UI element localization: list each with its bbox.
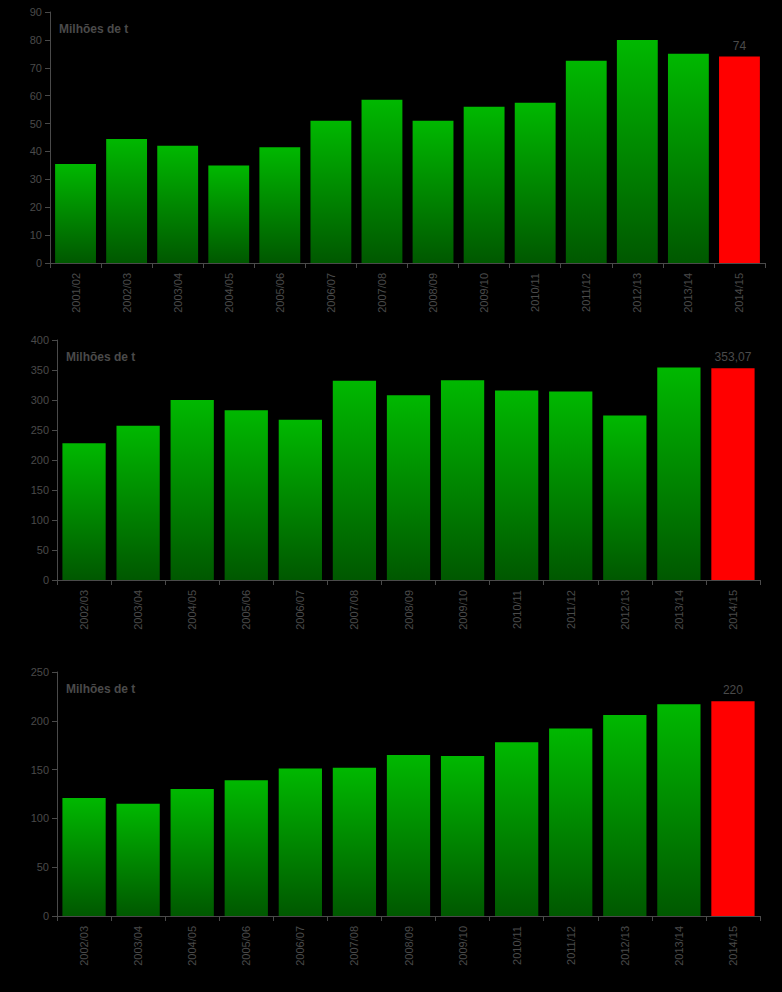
svg-text:2009/10: 2009/10 xyxy=(457,590,469,630)
svg-text:74: 74 xyxy=(733,39,747,53)
svg-text:20: 20 xyxy=(30,201,42,213)
svg-text:2011/12: 2011/12 xyxy=(565,590,577,629)
svg-text:300: 300 xyxy=(31,394,49,406)
svg-text:100: 100 xyxy=(31,514,49,526)
svg-text:50: 50 xyxy=(37,544,49,556)
svg-text:80: 80 xyxy=(30,34,42,46)
svg-text:2002/03: 2002/03 xyxy=(121,273,133,313)
svg-text:2007/08: 2007/08 xyxy=(376,273,388,313)
svg-text:2002/03: 2002/03 xyxy=(78,926,90,966)
svg-text:40: 40 xyxy=(30,145,42,157)
svg-text:2002/03: 2002/03 xyxy=(78,590,90,630)
svg-text:220: 220 xyxy=(723,683,743,697)
svg-text:2014/15: 2014/15 xyxy=(733,273,745,313)
svg-text:250: 250 xyxy=(31,666,49,678)
svg-text:2014/15: 2014/15 xyxy=(727,590,739,630)
svg-text:10: 10 xyxy=(30,229,42,241)
svg-text:350: 350 xyxy=(31,364,49,376)
svg-text:150: 150 xyxy=(31,764,49,776)
svg-text:2011/12: 2011/12 xyxy=(565,926,577,965)
svg-text:2012/13: 2012/13 xyxy=(619,590,631,630)
svg-text:2012/13: 2012/13 xyxy=(631,273,643,313)
svg-text:2005/06: 2005/06 xyxy=(274,273,286,313)
svg-text:2004/05: 2004/05 xyxy=(186,926,198,966)
svg-text:2007/08: 2007/08 xyxy=(348,926,360,966)
svg-text:2003/04: 2003/04 xyxy=(172,273,184,313)
svg-text:150: 150 xyxy=(31,484,49,496)
svg-text:2003/04: 2003/04 xyxy=(132,590,144,630)
svg-text:Milhões de t: Milhões de t xyxy=(59,22,128,36)
svg-text:60: 60 xyxy=(30,90,42,102)
svg-text:50: 50 xyxy=(37,861,49,873)
svg-text:400: 400 xyxy=(31,334,49,346)
svg-text:2009/10: 2009/10 xyxy=(457,926,469,966)
svg-text:70: 70 xyxy=(30,62,42,74)
svg-text:2013/14: 2013/14 xyxy=(673,590,685,630)
svg-text:2003/04: 2003/04 xyxy=(132,926,144,966)
svg-text:2010/11: 2010/11 xyxy=(511,590,523,629)
svg-text:30: 30 xyxy=(30,173,42,185)
svg-text:90: 90 xyxy=(30,6,42,18)
svg-text:250: 250 xyxy=(31,424,49,436)
svg-text:2004/05: 2004/05 xyxy=(223,273,235,313)
svg-text:2008/09: 2008/09 xyxy=(403,590,415,630)
svg-text:Milhões de t: Milhões de t xyxy=(66,350,135,364)
svg-text:2010/11: 2010/11 xyxy=(529,273,541,312)
svg-text:0: 0 xyxy=(43,574,49,586)
svg-text:2012/13: 2012/13 xyxy=(619,926,631,966)
svg-text:0: 0 xyxy=(43,910,49,922)
svg-text:2008/09: 2008/09 xyxy=(403,926,415,966)
svg-text:2006/07: 2006/07 xyxy=(294,590,306,630)
svg-text:353,07: 353,07 xyxy=(715,350,752,364)
svg-text:2004/05: 2004/05 xyxy=(186,590,198,630)
svg-text:0: 0 xyxy=(36,257,42,269)
svg-text:2014/15: 2014/15 xyxy=(727,926,739,966)
svg-text:2001/02: 2001/02 xyxy=(70,273,82,313)
svg-text:2007/08: 2007/08 xyxy=(348,590,360,630)
svg-text:2005/06: 2005/06 xyxy=(240,926,252,966)
svg-text:2009/10: 2009/10 xyxy=(478,273,490,313)
svg-text:200: 200 xyxy=(31,715,49,727)
svg-text:2006/07: 2006/07 xyxy=(325,273,337,313)
svg-text:2006/07: 2006/07 xyxy=(294,926,306,966)
svg-text:200: 200 xyxy=(31,454,49,466)
svg-text:Milhões de t: Milhões de t xyxy=(66,682,135,696)
svg-text:2008/09: 2008/09 xyxy=(427,273,439,313)
svg-text:2010/11: 2010/11 xyxy=(511,926,523,965)
svg-text:2013/14: 2013/14 xyxy=(682,273,694,313)
svg-text:2011/12: 2011/12 xyxy=(580,273,592,312)
svg-text:50: 50 xyxy=(30,118,42,130)
svg-text:100: 100 xyxy=(31,812,49,824)
svg-text:2013/14: 2013/14 xyxy=(673,926,685,966)
svg-text:2005/06: 2005/06 xyxy=(240,590,252,630)
